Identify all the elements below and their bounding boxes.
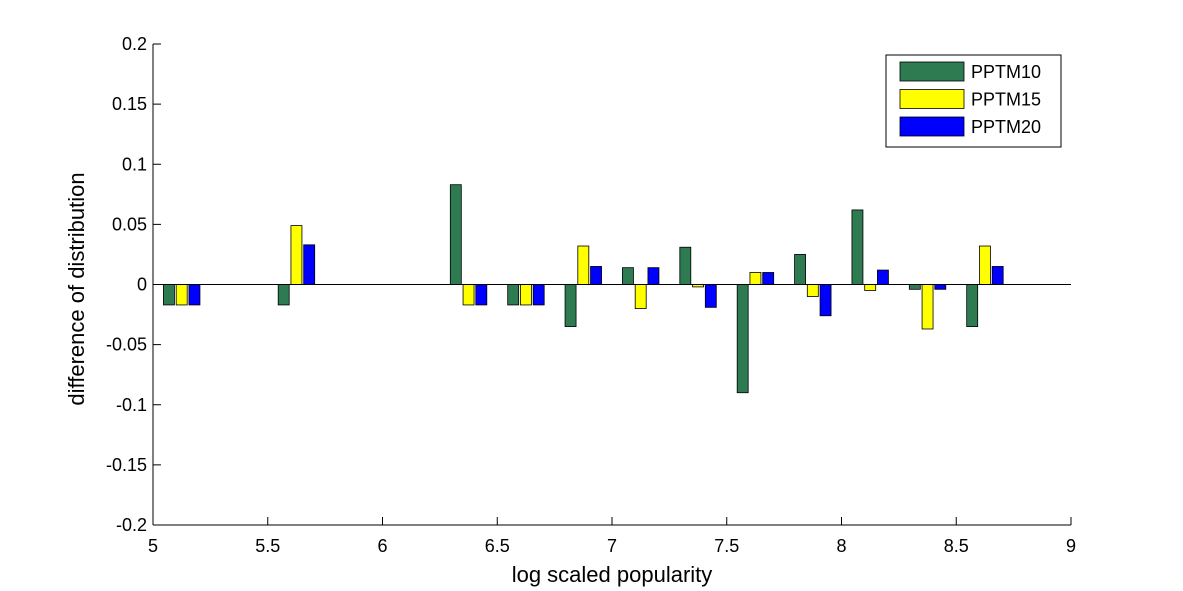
bar-pptm20-4 [590, 266, 602, 285]
bar-pptm10-6 [679, 246, 692, 285]
bar-pptm10-4 [564, 284, 577, 327]
y-tick-label: 0.1 [122, 154, 147, 174]
bar-pptm20-7 [762, 272, 775, 285]
bar-pptm10-11 [966, 284, 979, 327]
bar-pptm15-5 [634, 284, 647, 309]
axes-group: 5 5.5 6 6.5 7 7.5 8 8.5 9 0.2 0.15 0.1 0.05 0 -0.05 -0.… [106, 34, 1076, 556]
y-tick-label: -0.05 [106, 335, 147, 355]
bar-pptm10-9 [851, 209, 864, 285]
legend: PPTM10 PPTM15 PPTM20 [885, 54, 1062, 148]
bar-pptm15-1 [290, 225, 303, 285]
x-tick-label: 6 [377, 536, 387, 556]
bar-pptm10-3 [507, 284, 520, 306]
bar-pptm15-7 [749, 272, 762, 285]
bar-pptm10-5 [622, 267, 634, 285]
y-tick-label: 0.15 [112, 94, 147, 114]
bar-pptm10-2 [449, 184, 462, 285]
bar-pptm15-8 [806, 284, 819, 297]
x-tick-label: 9 [1066, 536, 1076, 556]
legend-label-pptm15: PPTM15 [971, 90, 1041, 110]
x-tick-label: 8 [836, 536, 846, 556]
bar-pptm15-4 [577, 245, 590, 285]
bar-pptm10-7 [736, 284, 749, 394]
bars-group [163, 184, 1004, 394]
legend-label-pptm20: PPTM20 [971, 117, 1041, 137]
x-tick-label: 5.5 [255, 536, 280, 556]
y-tick-label: 0.05 [112, 214, 147, 234]
bar-pptm15-9 [864, 284, 877, 291]
bar-pptm20-3 [532, 284, 545, 306]
y-tick-label: 0.2 [122, 34, 147, 54]
y-tick-label: 0 [137, 275, 147, 295]
x-tick-label: 6.5 [485, 536, 510, 556]
x-tick-label: 7 [607, 536, 617, 556]
bar-pptm20-2 [475, 284, 488, 306]
bar-pptm15-10 [921, 284, 934, 330]
bar-pptm10-10 [908, 284, 921, 290]
bar-pptm20-6 [704, 284, 717, 308]
bar-pptm20-0 [188, 284, 201, 306]
y-tick-label: -0.1 [116, 395, 147, 415]
bar-pptm15-2 [462, 284, 475, 306]
bar-pptm20-10 [934, 284, 947, 290]
bar-pptm20-9 [877, 269, 889, 285]
x-tick-label: 7.5 [714, 536, 739, 556]
bar-pptm15-11 [979, 245, 991, 285]
y-tick-label: -0.2 [116, 515, 147, 535]
bar-pptm20-8 [819, 284, 832, 317]
bar-pptm10-8 [794, 254, 806, 285]
bar-pptm15-0 [175, 284, 188, 306]
y-axis-title: difference of distribution [64, 172, 89, 405]
legend-swatch-pptm15 [899, 89, 965, 109]
legend-swatch-pptm20 [899, 116, 965, 137]
y-tick-label: -0.15 [106, 455, 147, 475]
bar-pptm15-3 [520, 284, 532, 306]
x-axis-title: log scaled popularity [512, 562, 713, 587]
bar-pptm10-0 [163, 284, 175, 306]
bar-pptm20-5 [647, 267, 660, 285]
bar-pptm20-1 [303, 244, 316, 285]
x-tick-label: 8.5 [944, 536, 969, 556]
legend-swatch-pptm10 [899, 61, 965, 82]
bar-pptm10-1 [277, 284, 290, 306]
bar-pptm20-11 [991, 266, 1004, 285]
legend-label-pptm10: PPTM10 [971, 62, 1041, 82]
x-tick-label: 5 [148, 536, 158, 556]
